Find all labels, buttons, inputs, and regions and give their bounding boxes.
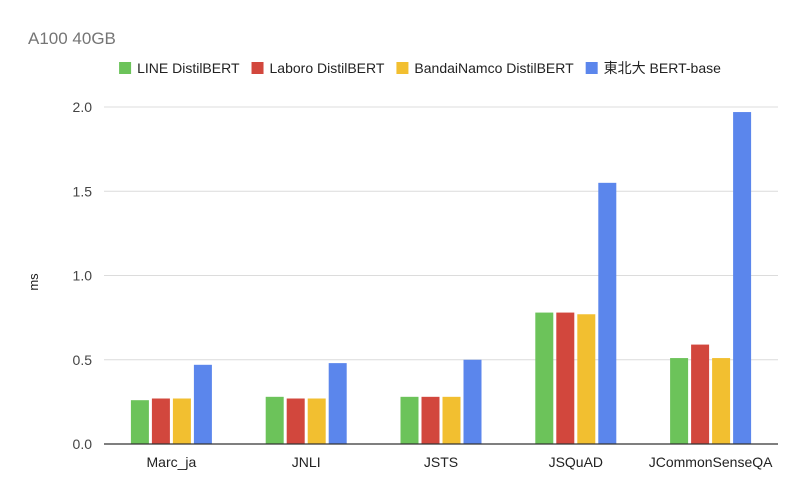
x-category-label: JSQuAD — [549, 454, 603, 470]
bars — [130, 112, 752, 445]
bar — [463, 359, 482, 444]
y-tick-label: 0.5 — [73, 352, 93, 368]
bar — [535, 312, 554, 444]
bar — [328, 363, 347, 444]
y-tick-label: 2.0 — [73, 99, 93, 115]
legend-swatch — [119, 62, 132, 74]
legend-item: Laboro DistilBERT — [251, 60, 385, 76]
legend-item: LINE DistilBERT — [119, 60, 240, 76]
x-category-label: JCommonSenseQA — [649, 454, 773, 470]
y-axis-ticks: 0.0 0.5 1.0 1.5 2.0 — [73, 99, 93, 452]
chart-title: A100 40GB — [28, 29, 116, 48]
bar — [442, 396, 461, 444]
bar — [265, 396, 284, 444]
x-category-label: Marc_ja — [147, 454, 197, 470]
bar — [733, 112, 752, 445]
legend-label: Laboro DistilBERT — [270, 60, 385, 76]
y-tick-label: 1.5 — [73, 183, 93, 199]
x-axis-labels: Marc_ja JNLI JSTS JSQuAD JCommonSenseQA — [147, 454, 774, 470]
legend: LINE DistilBERT Laboro DistilBERT BandaiNa… — [119, 60, 721, 76]
y-axis-title: ms — [26, 273, 41, 291]
legend-label: 東北大 BERT-base — [604, 60, 721, 76]
bar — [670, 358, 689, 444]
legend-swatch — [396, 62, 409, 74]
x-category-label: JNLI — [292, 454, 321, 470]
legend-item: BandaiNamco DistilBERT — [396, 60, 574, 76]
bar — [421, 396, 440, 444]
bar — [151, 398, 170, 444]
y-tick-label: 1.0 — [73, 268, 93, 284]
bar — [400, 396, 419, 444]
bar — [712, 358, 731, 444]
bar — [193, 364, 212, 444]
x-category-label: JSTS — [424, 454, 458, 470]
bar — [691, 344, 710, 444]
legend-swatch — [585, 62, 598, 74]
bar — [556, 312, 575, 444]
legend-label: BandaiNamco DistilBERT — [414, 60, 574, 76]
legend-label: LINE DistilBERT — [137, 60, 240, 76]
legend-item: 東北大 BERT-base — [585, 60, 721, 76]
grid — [104, 106, 778, 361]
bar — [598, 182, 617, 444]
legend-swatch — [251, 62, 264, 74]
bar — [577, 314, 596, 444]
bar — [307, 398, 326, 444]
y-tick-label: 0.0 — [73, 436, 93, 452]
bar — [286, 398, 305, 444]
bar — [172, 398, 191, 444]
bar — [130, 400, 149, 444]
